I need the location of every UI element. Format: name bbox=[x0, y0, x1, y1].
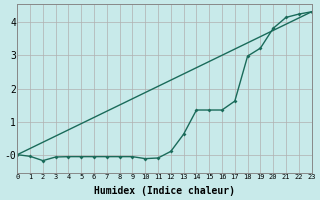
X-axis label: Humidex (Indice chaleur): Humidex (Indice chaleur) bbox=[94, 186, 235, 196]
